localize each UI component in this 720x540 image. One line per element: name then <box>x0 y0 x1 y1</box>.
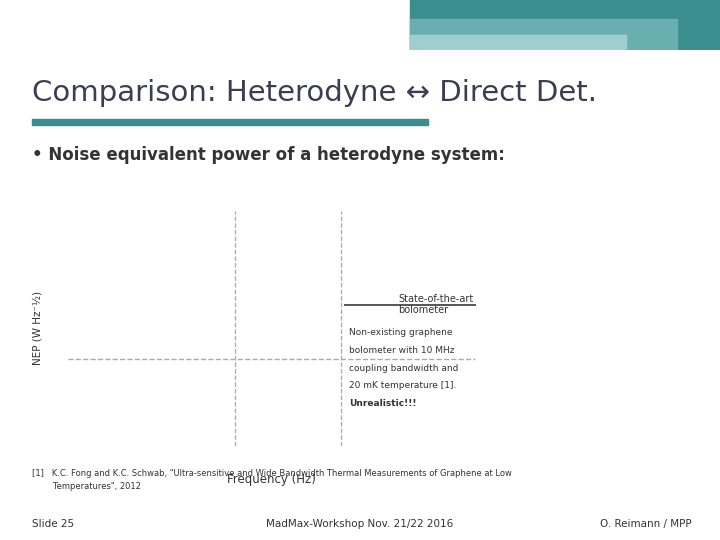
Text: NEP (W Hz⁻½): NEP (W Hz⁻½) <box>33 291 43 365</box>
Text: State-of-the-art
bolometer: State-of-the-art bolometer <box>398 294 473 315</box>
Text: O. Reimann / MPP: O. Reimann / MPP <box>600 519 691 529</box>
Bar <box>410 19 677 50</box>
Bar <box>410 0 720 50</box>
Text: bolometer with 10 MHz: bolometer with 10 MHz <box>349 346 454 355</box>
Bar <box>32 119 428 125</box>
Text: • Noise equivalent power of a heterodyne system:: • Noise equivalent power of a heterodyne… <box>32 146 505 164</box>
Text: Slide 25: Slide 25 <box>32 519 75 529</box>
Text: 20 mK temperature [1].: 20 mK temperature [1]. <box>349 381 456 390</box>
Bar <box>410 35 626 50</box>
Text: Frequency (Hz): Frequency (Hz) <box>228 472 316 485</box>
Text: Unrealistic!!!: Unrealistic!!! <box>349 399 417 408</box>
Text: Non-existing graphene: Non-existing graphene <box>349 328 453 337</box>
Text: [1]   K.C. Fong and K.C. Schwab, "Ultra-sensitive and Wide Bandwidth Thermal Mea: [1] K.C. Fong and K.C. Schwab, "Ultra-se… <box>32 469 512 478</box>
Text: coupling bandwidth and: coupling bandwidth and <box>349 363 459 373</box>
Text: Comparison: Heterodyne ↔ Direct Det.: Comparison: Heterodyne ↔ Direct Det. <box>32 79 598 107</box>
Text: MadMax-Workshop Nov. 21/22 2016: MadMax-Workshop Nov. 21/22 2016 <box>266 519 454 529</box>
Text: Temperatures", 2012: Temperatures", 2012 <box>32 482 141 491</box>
